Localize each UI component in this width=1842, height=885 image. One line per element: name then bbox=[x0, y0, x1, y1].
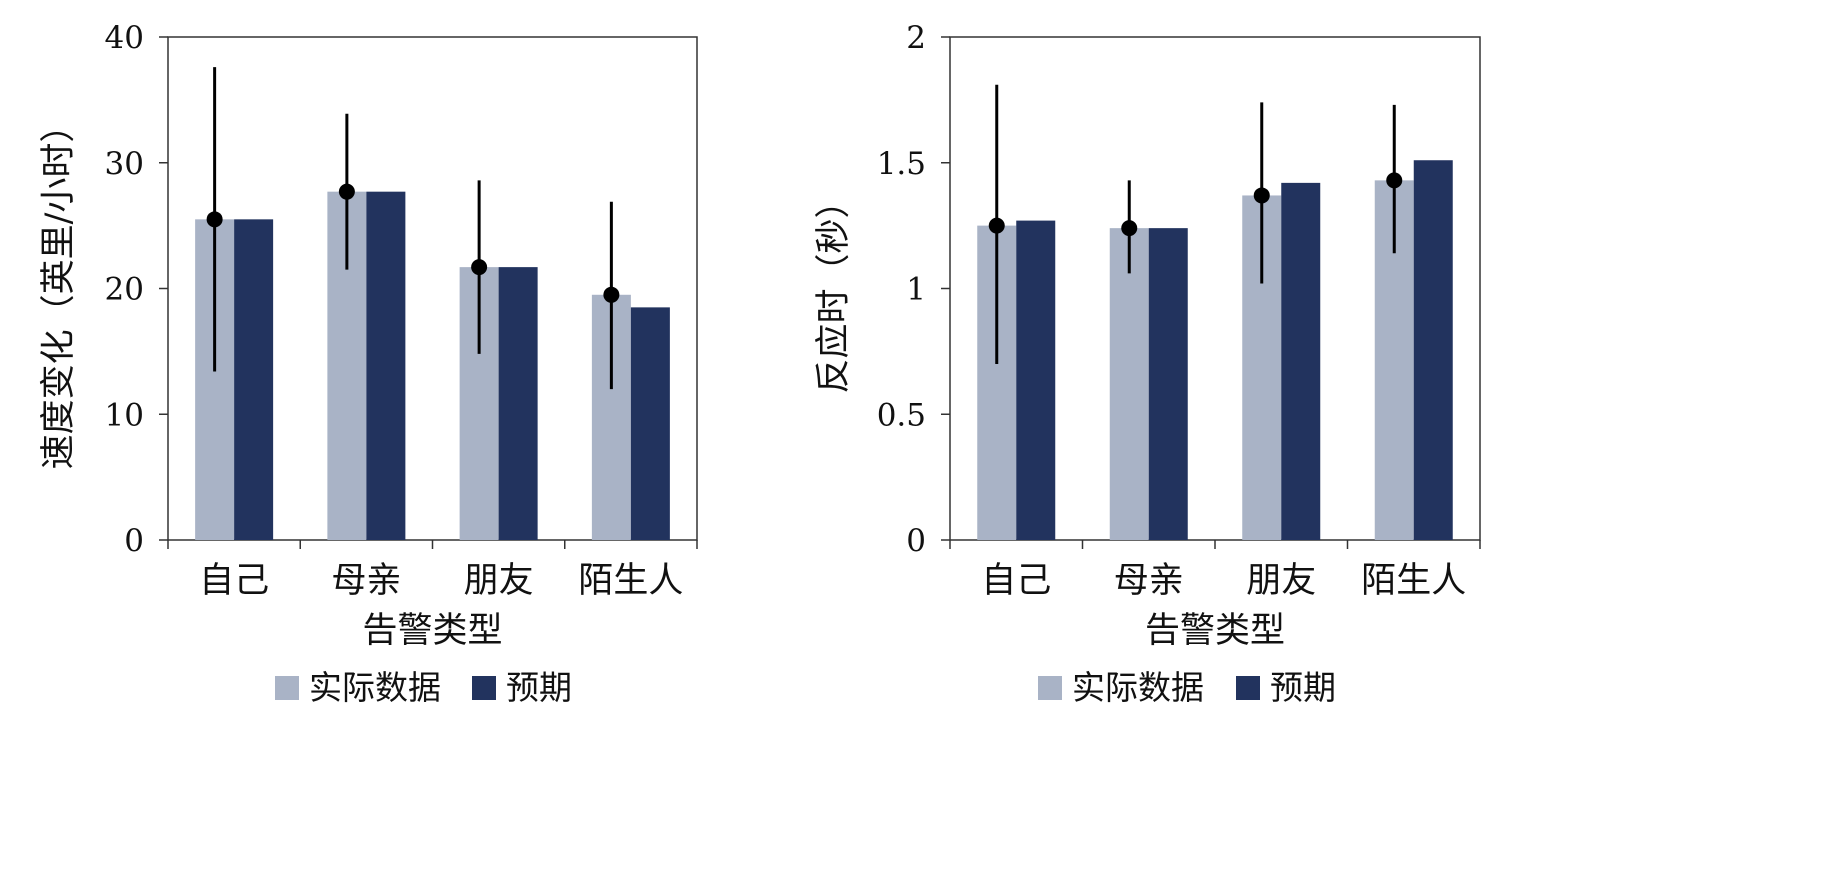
x-category-label: 自己 bbox=[981, 561, 1051, 601]
legend: 实际数据 预期 bbox=[275, 668, 572, 707]
data-point bbox=[1386, 172, 1403, 189]
y-tick-label: 20 bbox=[105, 272, 144, 308]
y-tick-label: 2 bbox=[906, 20, 926, 56]
legend-label-expected: 预期 bbox=[1270, 668, 1336, 707]
legend-label-expected: 预期 bbox=[506, 668, 572, 707]
x-axis-title: 告警类型 bbox=[362, 611, 502, 651]
bar-expected bbox=[1016, 220, 1056, 540]
x-category-label: 陌生人 bbox=[1361, 561, 1466, 601]
bar-expected bbox=[1148, 228, 1188, 540]
x-category-label: 朋友 bbox=[464, 561, 534, 601]
bar-expected bbox=[1281, 182, 1321, 540]
x-category-label: 自己 bbox=[199, 561, 269, 601]
bar-expected bbox=[234, 219, 274, 540]
bar-expected bbox=[366, 191, 406, 541]
y-tick-label: 0.5 bbox=[877, 397, 926, 433]
bar-expected bbox=[630, 307, 670, 540]
legend-swatch-actual bbox=[275, 676, 299, 700]
data-point bbox=[338, 183, 355, 200]
legend-swatch-expected bbox=[1236, 676, 1260, 700]
x-category-label: 母亲 bbox=[1114, 561, 1184, 601]
bar-expected bbox=[498, 267, 538, 540]
legend: 实际数据 预期 bbox=[1038, 668, 1336, 707]
data-point bbox=[1253, 187, 1270, 204]
data-point bbox=[1121, 220, 1138, 237]
legend-swatch-expected bbox=[472, 676, 496, 700]
data-point bbox=[471, 259, 488, 276]
x-category-label: 母亲 bbox=[331, 561, 401, 601]
legend-label-actual: 实际数据 bbox=[1072, 668, 1204, 707]
y-tick-label: 10 bbox=[105, 397, 144, 433]
y-tick-label: 40 bbox=[105, 20, 144, 56]
bar-expected bbox=[1413, 160, 1453, 541]
y-tick-label: 30 bbox=[105, 146, 144, 182]
y-tick-label: 1.5 bbox=[877, 146, 926, 182]
x-axis-title: 告警类型 bbox=[1145, 611, 1285, 651]
y-axis-title: 速度变化（英里/小时） bbox=[39, 108, 79, 470]
y-tick-label: 1 bbox=[906, 272, 926, 308]
y-tick-label: 0 bbox=[124, 523, 144, 559]
x-category-label: 陌生人 bbox=[578, 561, 683, 601]
bar-actual bbox=[1109, 228, 1149, 540]
y-axis-title: 反应时（秒） bbox=[814, 183, 854, 393]
data-point bbox=[206, 211, 223, 228]
data-point bbox=[988, 217, 1005, 234]
x-category-label: 朋友 bbox=[1246, 561, 1316, 601]
legend-swatch-actual bbox=[1038, 676, 1062, 700]
y-tick-label: 0 bbox=[906, 523, 926, 559]
legend-label-actual: 实际数据 bbox=[309, 668, 441, 707]
data-point bbox=[603, 286, 620, 303]
